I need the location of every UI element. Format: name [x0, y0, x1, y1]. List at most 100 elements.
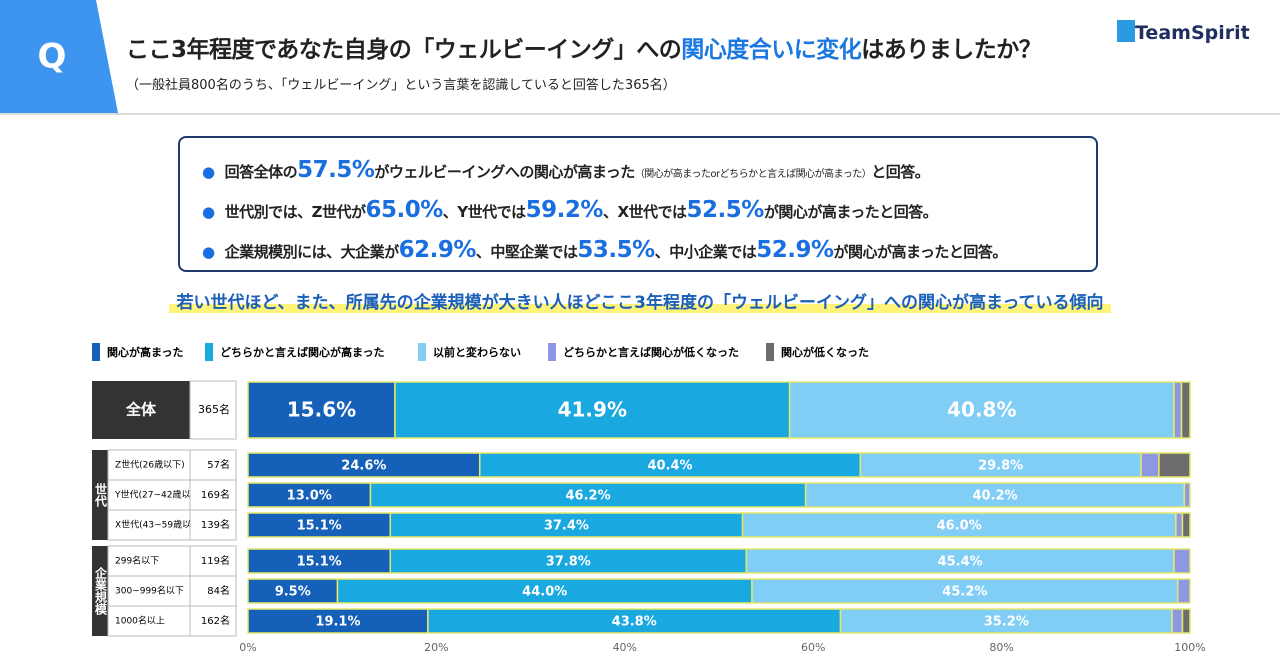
- summary-box: ● 回答全体の57.5%がウェルビーイングへの関心が高まった（関心が高まったorど…: [178, 136, 1098, 272]
- legend-label: どちらかと言えば関心が低くなった: [563, 345, 739, 359]
- row-label: 全体: [125, 401, 157, 419]
- data-label: 24.6%: [341, 459, 386, 474]
- summary-part: が関心が高まったと回答。: [833, 243, 1008, 261]
- data-label: 40.2%: [972, 489, 1017, 504]
- summary-part: （関心が高まったorどちらかと言えば関心が高まった）: [634, 169, 872, 180]
- bar-segment: [1140, 452, 1160, 478]
- summary-line: ● 企業規模別には、大企業が62.9%、中堅企業では53.5%、中小企業では52.…: [202, 230, 1096, 270]
- data-label: 19.1%: [315, 615, 360, 630]
- data-label: 46.2%: [566, 489, 611, 504]
- bullet: ●: [202, 203, 215, 221]
- bullet: ●: [202, 163, 215, 181]
- row-label: Z世代(26歳以下): [115, 459, 185, 471]
- summary-part: 回答全体の: [224, 163, 298, 181]
- x-tick-label: 0%: [239, 641, 256, 654]
- count-label: 84名: [207, 584, 230, 597]
- row-label: 300~999名以下: [115, 585, 184, 597]
- x-tick-label: 60%: [801, 641, 825, 654]
- bar-segment: [804, 482, 1186, 508]
- bar-segment: [1171, 608, 1184, 634]
- data-label: 40.8%: [947, 398, 1016, 422]
- conclusion: 若い世代ほど、また、所属先の企業規模が大きい人ほどここ3年程度の「ウェルビーイン…: [0, 288, 1280, 313]
- bar-segment: [1175, 512, 1184, 538]
- x-tick-label: 100%: [1174, 641, 1205, 654]
- summary-line: ● 世代別では、Z世代が65.0%、Y世代では59.2%、X世代では52.5%が関…: [202, 190, 1096, 230]
- bar-segment: [1183, 482, 1191, 508]
- legend-swatch: [418, 343, 426, 361]
- subtitle: （一般社員800名のうち、「ウェルビーイング」という言葉を認識していると回答した…: [126, 78, 676, 93]
- bar-segment: [839, 608, 1173, 634]
- data-label: 9.5%: [275, 585, 311, 600]
- count-bg: [189, 575, 237, 607]
- summary-part: が関心が高まったと回答。: [763, 203, 938, 221]
- legend-label: 関心が高まった: [107, 345, 184, 359]
- bar-segment: [247, 381, 396, 439]
- x-tick-label: 40%: [613, 641, 637, 654]
- data-label: 46.0%: [937, 519, 982, 534]
- legend-swatch: [92, 343, 100, 361]
- badge: Q: [38, 37, 67, 77]
- group-label: 企業規模: [94, 566, 108, 616]
- bar-segment: [1173, 381, 1183, 439]
- title: ここ3年程度であなた自身の「ウェルビーイング」への関心度合いに変化はありましたか…: [126, 30, 1042, 64]
- summary-part: 世代別では、Z世代が: [224, 203, 366, 221]
- data-label: 40.4%: [647, 459, 692, 474]
- row-label: Y世代(27~42歳以下): [114, 489, 203, 501]
- data-label: 15.1%: [297, 555, 342, 570]
- summary-part: 、中堅企業では: [475, 243, 578, 261]
- summary-part: 57.5%: [297, 157, 375, 183]
- summary-part: 企業規模別には、大企業が: [224, 243, 400, 261]
- bar-segment: [1181, 608, 1191, 634]
- title-part: 関心度合いに変化: [681, 37, 862, 63]
- count-label: 57名: [207, 458, 230, 471]
- summary-part: と回答。: [871, 163, 930, 181]
- data-label: 44.0%: [522, 585, 567, 600]
- row-label: 1000名以上: [115, 615, 165, 627]
- bar-segment: [247, 548, 391, 574]
- data-label: 29.8%: [978, 459, 1023, 474]
- data-label: 43.8%: [612, 615, 657, 630]
- group-strip: [92, 450, 108, 540]
- title-part: はありましたか？: [861, 37, 1042, 63]
- data-label: 45.4%: [938, 555, 983, 570]
- summary-part: 53.5%: [577, 237, 655, 263]
- legend-label: 以前と変わらない: [433, 345, 521, 359]
- legend-swatch: [548, 343, 556, 361]
- legend-label: どちらかと言えば関心が高まった: [220, 345, 385, 359]
- bar-segment: [1177, 578, 1191, 604]
- bar-segment: [1180, 381, 1191, 439]
- data-label: 13.0%: [287, 489, 332, 504]
- summary-part: 52.9%: [756, 237, 834, 263]
- logo: TeamSpirit: [1135, 22, 1250, 44]
- legend-swatch: [205, 343, 213, 361]
- group-strip: [92, 546, 108, 636]
- count-bg: [189, 479, 237, 511]
- bar-segment: [1158, 452, 1191, 478]
- row-label-bg: [107, 575, 191, 607]
- data-label: 37.4%: [544, 519, 589, 534]
- count-label: 162名: [201, 614, 230, 627]
- data-label: 45.2%: [942, 585, 987, 600]
- bar-segment: [336, 578, 753, 604]
- data-label: 15.1%: [297, 519, 342, 534]
- summary-part: 、中小企業では: [654, 243, 757, 261]
- count-label: 139名: [201, 518, 230, 531]
- summary-part: がウェルビーイングへの関心が高まった: [374, 163, 635, 181]
- count-label: 169名: [201, 488, 230, 501]
- bar-segment: [389, 512, 744, 538]
- group-label: 世代: [94, 482, 108, 508]
- legend-swatch: [766, 343, 774, 361]
- row-label: X世代(43~59歳以下): [115, 519, 204, 531]
- bar-segment: [741, 512, 1177, 538]
- summary-part: 65.0%: [365, 197, 443, 223]
- row-label-bg: [107, 605, 191, 637]
- row-label-bg: [107, 509, 191, 541]
- summary-part: 52.5%: [686, 197, 765, 223]
- count-bg: [189, 380, 237, 440]
- conclusion-text: 若い世代ほど、また、所属先の企業規模が大きい人ほどここ3年程度の「ウェルビーイン…: [168, 293, 1112, 313]
- x-tick-label: 20%: [424, 641, 448, 654]
- bar-segment: [788, 381, 1175, 439]
- x-tick-label: 80%: [989, 641, 1013, 654]
